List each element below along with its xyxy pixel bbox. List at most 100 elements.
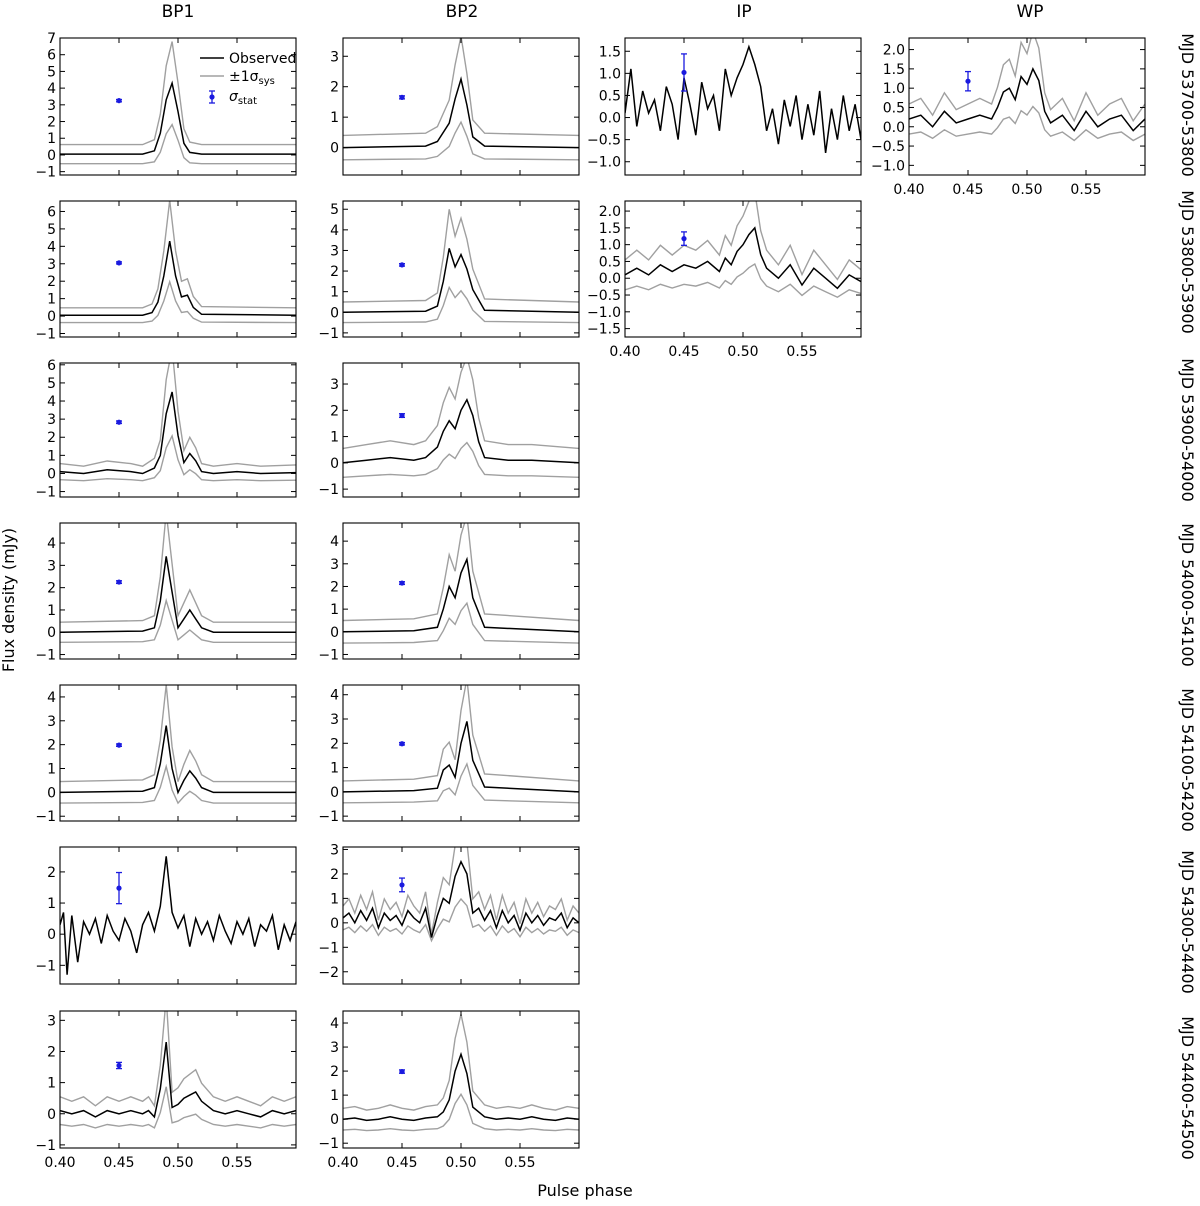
observed-line	[343, 859, 579, 938]
y-tick-label: 0	[47, 148, 56, 164]
y-tick-label: 2	[47, 430, 56, 446]
x-tick-label: 0.50	[727, 344, 758, 360]
y-tick-label: 4	[330, 223, 339, 239]
panel-frame	[908, 37, 1146, 176]
x-tick-label: 0.55	[786, 344, 817, 360]
row-label-4: MJD 54000-54100	[1178, 523, 1197, 667]
y-tick-label: 0	[47, 625, 56, 641]
panel-frame	[342, 362, 580, 498]
y-tick-label: 1.0	[599, 238, 621, 254]
sys-upper-line	[343, 685, 579, 782]
observed-line	[625, 44, 861, 153]
y-tick-label: 0	[330, 1112, 339, 1128]
y-tick-label: 1	[330, 602, 339, 618]
y-tick-label: −1	[35, 809, 56, 825]
y-tick-label: 6	[47, 358, 56, 374]
sys-lower-line	[60, 123, 296, 165]
panel-bp1-row-2: −1 01 23 45 6	[35, 200, 297, 343]
panel-frame	[342, 200, 580, 338]
observed-line	[60, 1042, 296, 1119]
y-tick-label: 2	[47, 865, 56, 881]
y-tick-label: 0	[47, 785, 56, 801]
x-tick-label: 0.55	[504, 1155, 535, 1171]
observed-line	[343, 398, 579, 464]
stat-error-bar	[116, 1061, 122, 1070]
y-tick-label: 4	[47, 81, 56, 97]
y-tick-label: −0.5	[871, 139, 905, 155]
y-tick-label: 2	[47, 738, 56, 754]
sys-upper-line	[60, 41, 296, 146]
panel-frame	[342, 684, 580, 822]
panel-bp2-row-5: −1 0 1 2 3 4	[318, 684, 580, 825]
sys-upper-line	[343, 847, 579, 935]
y-tick-label: 0.0	[599, 111, 621, 127]
x-tick-label: 0.45	[103, 1155, 134, 1171]
sys-upper-line	[343, 209, 579, 303]
y-tick-label: −1.0	[871, 158, 905, 174]
y-tick-label: 1	[330, 891, 339, 907]
y-tick-label: 1.5	[599, 44, 621, 60]
panel-frame	[342, 522, 580, 660]
y-tick-label: −1	[35, 485, 56, 501]
y-tick-label: −2	[318, 965, 339, 981]
y-tick-label: −1	[318, 940, 339, 956]
sys-lower-line	[60, 1086, 296, 1129]
y-tick-label: −1	[318, 1136, 339, 1152]
row-label-1: MJD 53700-53800	[1178, 33, 1197, 177]
x-tick-label: 0.40	[44, 1155, 75, 1171]
legend-stat-sub: stat	[238, 96, 257, 107]
y-tick-label: 3	[330, 712, 339, 728]
sys-lower-line	[60, 763, 296, 805]
sys-upper-line	[625, 201, 861, 281]
y-tick-label: 2	[330, 736, 339, 752]
sys-lower-line	[343, 285, 579, 324]
legend: Observed ±1σsys σstat	[200, 51, 296, 107]
y-tick-label: 1	[330, 430, 339, 446]
legend-sys-sub: sys	[259, 76, 275, 87]
y-tick-label: 1.0	[599, 66, 621, 82]
sys-upper-line	[60, 201, 296, 309]
y-tick-label: 5	[47, 222, 56, 238]
y-tick-label: 1	[47, 762, 56, 778]
legend-observed-label: Observed	[229, 51, 296, 67]
y-tick-label: −1	[35, 165, 56, 181]
sys-lower-line	[343, 120, 579, 161]
y-tick-label: 3	[330, 1040, 339, 1056]
y-tick-label: 3	[47, 412, 56, 428]
y-tick-label: 4	[330, 688, 339, 704]
x-tick-label: 0.50	[162, 1155, 193, 1171]
sys-lower-line	[343, 1092, 579, 1132]
y-tick-label: −1.0	[587, 155, 621, 171]
y-tick-label: 3	[330, 557, 339, 573]
y-tick-label: −1	[318, 482, 339, 498]
sys-lower-line	[343, 441, 579, 478]
legend-stat-main: σ	[229, 89, 239, 105]
y-tick-label: −1	[35, 1138, 56, 1154]
x-axis-label: Pulse phase	[537, 1181, 633, 1200]
y-tick-label: 2	[330, 1064, 339, 1080]
stat-error-bar	[399, 580, 405, 586]
stat-error-bar	[399, 877, 405, 893]
stat-error-bar	[399, 1068, 405, 1075]
y-tick-label: −1	[318, 647, 339, 663]
sys-upper-line	[60, 1011, 296, 1108]
sys-upper-line	[60, 363, 296, 467]
row-label-7: MJD 54400-54500	[1178, 1016, 1197, 1160]
y-tick-label: 2	[330, 867, 339, 883]
y-tick-label: 1.5	[883, 62, 905, 78]
y-tick-label: 0	[330, 916, 339, 932]
y-tick-label: −0.5	[587, 133, 621, 149]
panel-bp2-row-7: −1 0 1 2 3 4 0.40 0.45 0.50 0.55	[318, 1010, 580, 1171]
y-tick-label: 1.5	[599, 221, 621, 237]
panel-frame	[342, 37, 580, 176]
sys-lower-line	[60, 433, 296, 482]
sys-lower-line	[60, 597, 296, 643]
y-tick-label: 0.0	[883, 120, 905, 136]
y-tick-label: 1	[47, 448, 56, 464]
panels-group: −1012345670123−1.0−0.50.00.51.01.5−1.0−0…	[35, 31, 1146, 1171]
sys-upper-line	[343, 38, 579, 137]
panel-bp2-row-3: −1 0 1 2 3	[318, 362, 580, 498]
y-tick-label: 1	[47, 131, 56, 147]
